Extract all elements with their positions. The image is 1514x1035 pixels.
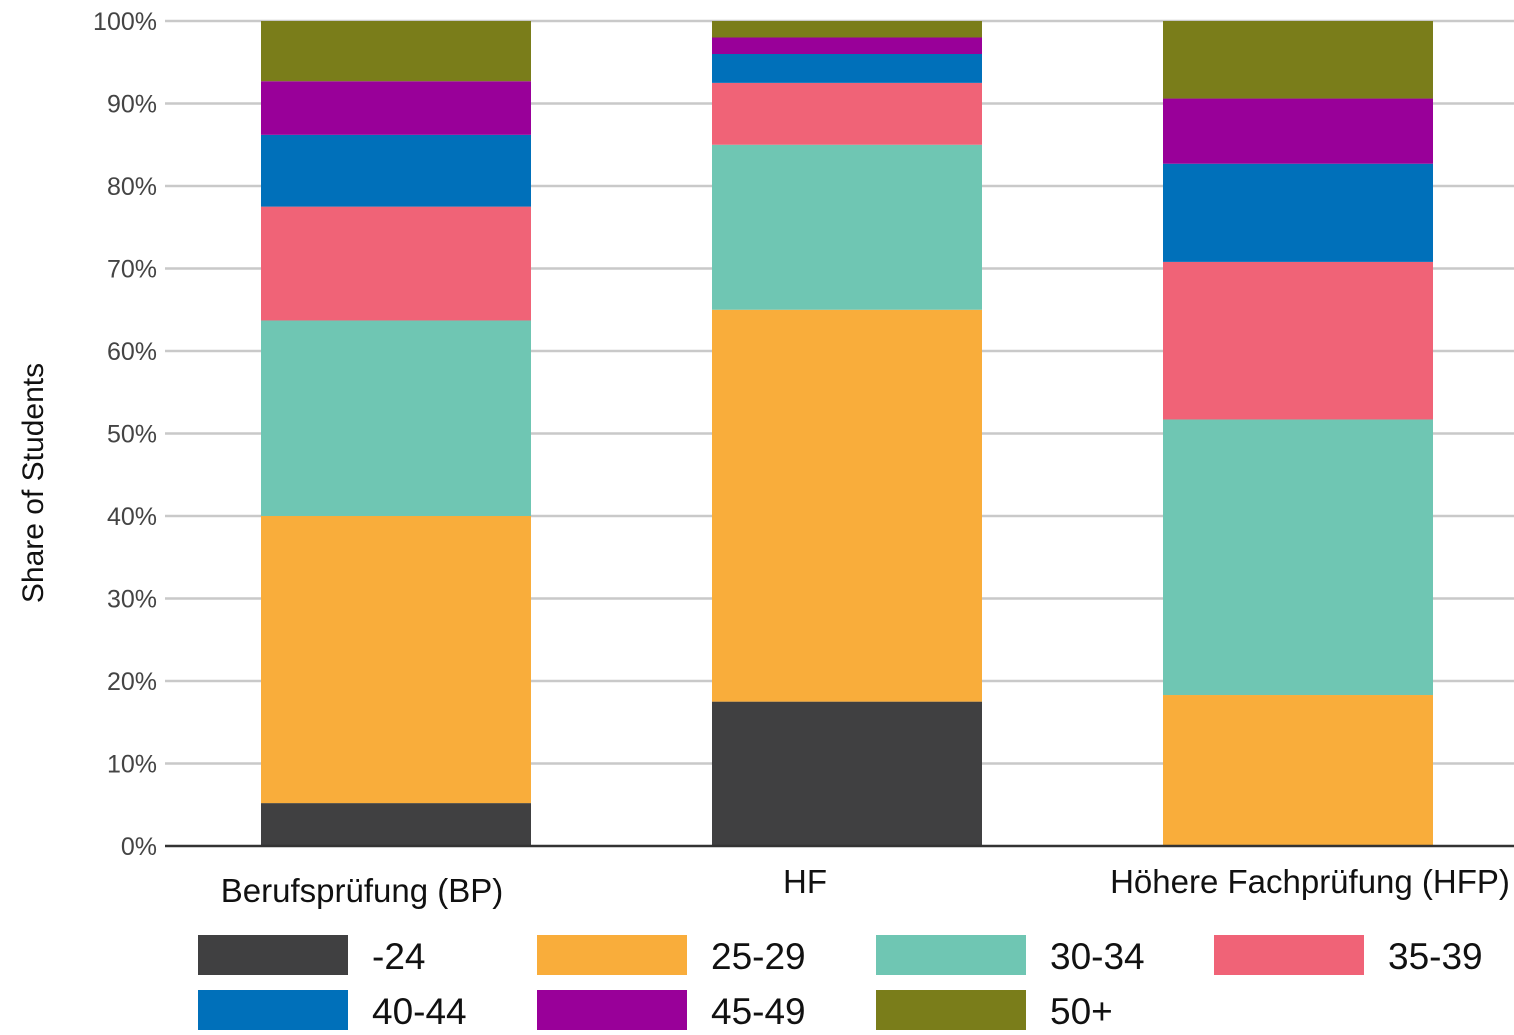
y-axis-ticks: 0% 10% 20% 30% 40% 50% 60% 70% 80% 90% 100% (93, 8, 157, 861)
y-tick-label: 40% (107, 503, 157, 531)
y-tick-label: 20% (107, 668, 157, 696)
bars (261, 21, 1433, 846)
y-tick-label: 10% (107, 751, 157, 779)
bar-segment (1163, 98, 1433, 164)
y-tick-label: 60% (107, 338, 157, 366)
y-tick-label: 0% (121, 833, 157, 861)
y-tick-label: 80% (107, 173, 157, 201)
y-axis-label: Share of Students (17, 363, 50, 603)
legend-label: 25-29 (711, 936, 806, 977)
bar-segment (261, 803, 531, 846)
x-category-label: Höhere Fachprüfung (HFP) (1110, 863, 1510, 900)
legend-label: 45-49 (711, 991, 806, 1032)
bar-segment (261, 206, 531, 321)
y-tick-label: 30% (107, 586, 157, 614)
legend-swatch (1214, 935, 1364, 975)
legend-swatch (537, 935, 687, 975)
legend: -24 25-29 30-34 35-39 40-44 45-49 50+ (198, 935, 1483, 1032)
x-axis-categories: Berufsprüfung (BP) HF Höhere Fachprüfung (… (221, 863, 1510, 909)
legend-label: 40-44 (372, 991, 467, 1032)
legend-label: 50+ (1050, 991, 1113, 1032)
bar-segment (712, 21, 982, 38)
legend-swatch (537, 990, 687, 1030)
bar-segment (1163, 695, 1433, 846)
y-tick-label: 50% (107, 421, 157, 449)
bar-segment (712, 37, 982, 54)
y-tick-label: 90% (107, 91, 157, 119)
legend-swatch (198, 935, 348, 975)
y-tick-label: 70% (107, 256, 157, 284)
legend-swatch (876, 935, 1026, 975)
x-category-label: Berufsprüfung (BP) (221, 872, 503, 909)
bar-segment (1163, 419, 1433, 696)
y-tick-label: 100% (93, 8, 157, 36)
bar-segment (261, 516, 531, 804)
bar-segment (712, 82, 982, 145)
bar-segment (261, 81, 531, 135)
legend-swatch (876, 990, 1026, 1030)
legend-label: -24 (372, 936, 425, 977)
bar-segment (261, 21, 531, 82)
legend-swatch (198, 990, 348, 1030)
bar-segment (712, 54, 982, 83)
bar-segment (1163, 163, 1433, 262)
bar-segment (712, 309, 982, 702)
bar-segment (712, 144, 982, 310)
bar-segment (261, 320, 531, 516)
x-category-label: HF (783, 863, 827, 900)
bar-segment (1163, 261, 1433, 420)
bar-segment (1163, 21, 1433, 99)
legend-label: 30-34 (1050, 936, 1145, 977)
legend-label: 35-39 (1388, 936, 1483, 977)
bar-segment (712, 701, 982, 846)
bar-segment (261, 134, 531, 207)
